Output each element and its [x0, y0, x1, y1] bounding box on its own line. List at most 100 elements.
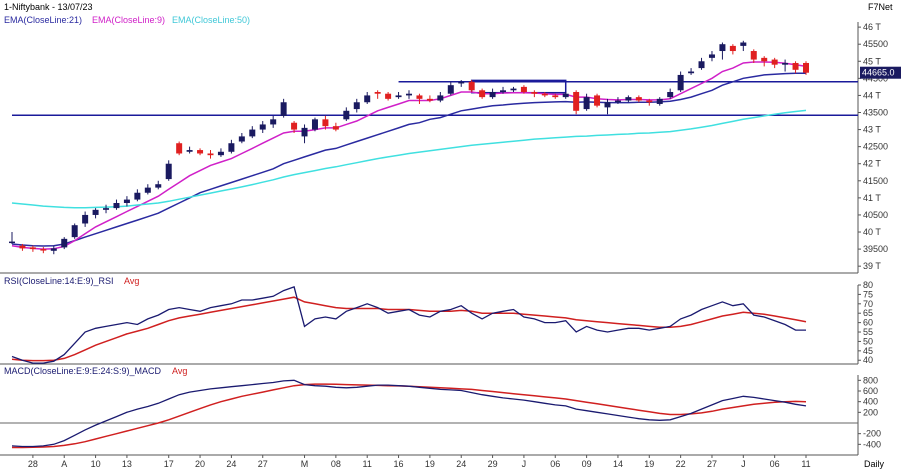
- candle-up: [217, 151, 224, 156]
- candle-down: [803, 62, 809, 73]
- x-tick-label: M: [301, 459, 309, 469]
- candle-up: [259, 124, 266, 130]
- candle-up: [343, 110, 350, 120]
- candle-up: [134, 192, 141, 200]
- candle-down: [29, 247, 36, 250]
- candle-up: [510, 88, 517, 91]
- candle-down: [573, 92, 580, 111]
- macd-avg-line: [12, 383, 807, 449]
- macd-tick-label: 800: [863, 375, 878, 385]
- x-tick-label: 19: [644, 459, 654, 469]
- candle-up: [238, 136, 245, 142]
- candle-up: [113, 202, 120, 209]
- macd-tick-label: 200: [863, 407, 878, 417]
- candle-up: [688, 71, 695, 74]
- candle-down: [594, 95, 601, 106]
- x-tick-label: 16: [394, 459, 404, 469]
- rsi-tick-label: 65: [863, 308, 873, 318]
- x-tick-label: J: [522, 459, 527, 469]
- x-tick-label: 28: [28, 459, 38, 469]
- candle-down: [552, 95, 559, 98]
- candle-down: [729, 45, 736, 52]
- candle-down: [176, 143, 183, 154]
- candle-down: [479, 90, 486, 98]
- candle-down: [792, 62, 799, 70]
- x-tick-label: 13: [122, 459, 132, 469]
- candle-up: [782, 62, 789, 65]
- macd-legend: MACD(CloseLine:E:9:E:24:S:9)_MACD: [4, 366, 162, 376]
- candle-down: [468, 81, 475, 91]
- candle-down: [374, 92, 381, 94]
- x-tick-label: 11: [801, 459, 810, 469]
- price-tick-label: 46 T: [863, 22, 881, 32]
- candle-up: [50, 248, 57, 251]
- price-tick-label: 39 T: [863, 261, 881, 271]
- rsi-tick-label: 75: [863, 289, 873, 299]
- price-tick-label: 41 T: [863, 193, 881, 203]
- x-tick-label: 06: [550, 459, 560, 469]
- candle-up: [301, 127, 308, 137]
- candle-down: [416, 95, 423, 99]
- candle-down: [332, 126, 339, 130]
- rsi-tick-label: 40: [863, 355, 873, 365]
- macd-avg-legend: Avg: [172, 366, 188, 376]
- candle-up: [249, 129, 256, 137]
- candle-up: [614, 100, 621, 103]
- candle-up: [677, 74, 684, 91]
- candle-up: [311, 119, 318, 130]
- candle-up: [656, 98, 663, 104]
- macd-tick-label: 400: [863, 397, 878, 407]
- candle-up: [270, 119, 277, 125]
- macd-tick-label: -400: [863, 439, 881, 449]
- candle-up: [353, 102, 360, 110]
- candle-down: [322, 119, 329, 127]
- x-tick-label: 08: [331, 459, 341, 469]
- candle-down: [197, 150, 204, 154]
- candle-down: [385, 93, 392, 99]
- rsi-line: [11, 286, 806, 364]
- candle-up: [437, 95, 444, 101]
- candle-up: [458, 81, 465, 84]
- candle-up: [9, 241, 15, 244]
- x-tick-label: A: [61, 459, 67, 469]
- candle-down: [771, 59, 778, 65]
- period-label: Daily: [864, 459, 885, 469]
- x-tick-label: 24: [226, 459, 236, 469]
- vendor-label: F7Net: [868, 2, 893, 12]
- rsi-tick-label: 45: [863, 346, 873, 356]
- candle-up: [583, 97, 590, 110]
- price-tick-label: 42500: [863, 142, 888, 152]
- candle-up: [625, 97, 632, 101]
- price-tick-label: 45 T: [863, 56, 881, 66]
- ema50-legend: EMA(CloseLine:50): [172, 15, 251, 25]
- price-tick-label: 43500: [863, 107, 888, 117]
- candle-up: [500, 90, 507, 93]
- candle-up: [489, 92, 496, 98]
- candle-up: [155, 184, 162, 188]
- candle-up: [280, 102, 287, 116]
- rsi-tick-label: 55: [863, 327, 873, 337]
- candle-up: [61, 238, 68, 248]
- candle-up: [667, 92, 674, 98]
- x-tick-label: 27: [258, 459, 268, 469]
- candle-up: [364, 95, 371, 103]
- candle-up: [92, 209, 99, 215]
- candle-up: [123, 199, 130, 203]
- candle-down: [207, 153, 214, 156]
- rsi-tick-label: 80: [863, 280, 873, 290]
- x-tick-label: 24: [456, 459, 466, 469]
- x-tick-label: J: [741, 459, 746, 469]
- x-tick-label: 14: [613, 459, 623, 469]
- x-tick-label: 09: [582, 459, 592, 469]
- candle-up: [698, 61, 705, 69]
- x-tick-label: 29: [488, 459, 498, 469]
- candle-down: [19, 245, 26, 249]
- x-tick-label: 10: [91, 459, 101, 469]
- candle-down: [291, 122, 298, 130]
- last-price-box: [860, 66, 901, 79]
- rsi-tick-label: 50: [863, 336, 873, 346]
- x-tick-label: 19: [425, 459, 435, 469]
- rsi-tick-label: 70: [863, 299, 873, 309]
- candle-down: [750, 51, 757, 60]
- x-tick-label: 06: [770, 459, 780, 469]
